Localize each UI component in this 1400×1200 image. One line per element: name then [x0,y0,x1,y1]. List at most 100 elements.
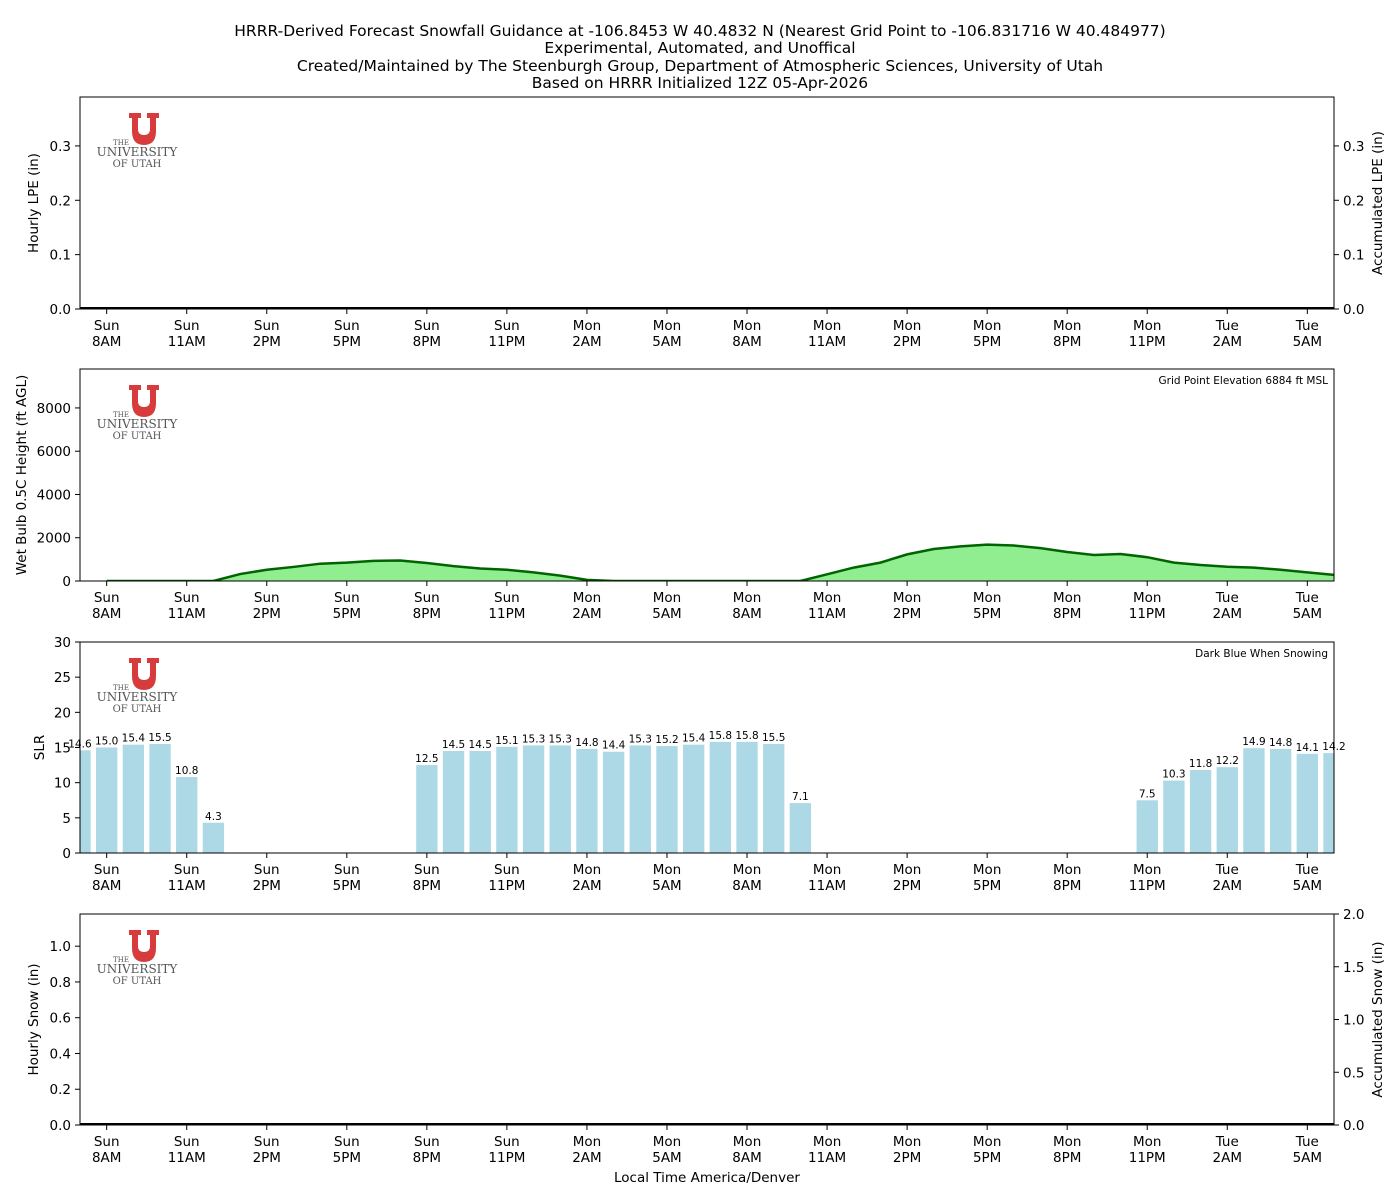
x-tick-label-time: 5PM [973,1150,1001,1166]
slr-bar [122,744,145,853]
axes-frame [79,96,1335,310]
slr-bar-label: 14.9 [1242,736,1265,748]
x-tick-label-day: Tue [1295,862,1319,878]
slr-bar [80,750,91,853]
x-tick-label-day: Mon [973,318,1001,334]
x-tick-label-day: Sun [254,1134,280,1150]
wetbulb-line [106,543,1334,581]
y-tick-label: 15 [54,741,71,757]
axes-frame [79,368,1335,582]
x-tick-label-day: Mon [1053,1134,1081,1150]
x-tick-label-day: Sun [94,862,120,878]
slr-bar-label: 15.8 [735,730,758,742]
slr-bar [1136,800,1158,853]
x-tick-label-day: Mon [1053,862,1081,878]
x-tick-label-time: 5PM [973,878,1001,894]
x-tick-label-time: 11AM [168,606,206,622]
x-tick-label-day: Sun [174,1134,200,1150]
x-tick-label-time: 2AM [1213,878,1242,894]
title-line-1: HRRR-Derived Forecast Snowfall Guidance … [234,22,1165,40]
x-tick-label-day: Mon [1133,1134,1161,1150]
x-tick-label-time: 11PM [1129,606,1166,622]
y-tick-label: 5 [62,811,71,827]
x-tick-label-day: Mon [653,1134,681,1150]
utah-u-icon [129,658,159,690]
slr-bar-label: 15.8 [709,730,732,742]
x-tick-label-time: 2PM [253,878,281,894]
x-tick-label-time: 8AM [732,334,761,350]
x-tick-label-time: 8AM [732,1150,761,1166]
figure-title: HRRR-Derived Forecast Snowfall Guidance … [234,22,1165,92]
y-tick-label: 25 [54,670,71,686]
x-tick-label-time: 8AM [732,606,761,622]
x-tick-label-time: 8PM [413,334,441,350]
x-tick-label-day: Sun [94,318,120,334]
x-tick-label-day: Mon [733,862,761,878]
x-tick-label-day: Sun [254,862,280,878]
slr-bar [1216,767,1238,853]
x-tick-label-day: Tue [1295,1134,1319,1150]
slr-bar [176,777,198,853]
x-tick-label-time: 2AM [1213,606,1242,622]
y-right-tick-label: 0.1 [1343,248,1364,264]
slr-bar [1163,780,1185,853]
logo-text-university: UNIVERSITY [97,145,179,159]
y-right-tick-label: 1.0 [1343,1013,1364,1029]
y-tick-label: 0 [62,846,71,862]
x-tick-label-day: Tue [1215,590,1239,606]
slr-bar [549,745,571,853]
slr-bar-label: 14.1 [1296,742,1319,754]
x-tick-label-day: Sun [494,862,520,878]
x-tick-label-day: Sun [334,318,360,334]
x-tick-label-day: Mon [573,1134,601,1150]
slr-bar [1269,748,1292,853]
y-right-tick-label: 2.0 [1343,907,1364,923]
x-tick-label-time: 5AM [652,334,681,350]
panel-slr: 14.6 15.0 15.4 15.510.84.312.514.5 14.5 15.1 1… [32,635,1346,894]
x-tick-label-time: 5AM [1293,878,1322,894]
x-tick-label-time: 11PM [488,334,525,350]
logo-text-university: UNIVERSITY [97,417,179,431]
x-tick-label-time: 2AM [572,1150,601,1166]
slr-bar-label: 7.5 [1139,788,1156,800]
x-tick-label-time: 11AM [808,1150,846,1166]
x-tick-label-time: 5PM [333,878,361,894]
x-tick-label-time: 8AM [92,606,121,622]
x-tick-label-time: 8AM [92,878,121,894]
y-right-tick-label: 0.0 [1343,1118,1364,1134]
x-tick-label-time: 11AM [168,878,206,894]
y-right-tick-label: 1.5 [1343,960,1364,976]
y-right-tick-label: 0.3 [1343,139,1364,155]
x-tick-label-day: Mon [893,862,921,878]
x-tick-label-day: Mon [973,590,1001,606]
x-tick-label-day: Mon [653,862,681,878]
x-tick-label-time: 11AM [168,1150,206,1166]
slr-bar [682,744,705,853]
slr-bar-label: 15.3 [629,733,652,745]
y-right-tick-label: 0.5 [1343,1065,1364,1081]
x-tick-label-day: Mon [573,862,601,878]
x-tick-label-time: 5PM [333,606,361,622]
slr-bar-label: 14.4 [602,740,626,752]
x-tick-label-day: Sun [494,590,520,606]
slr-bar-label: 4.3 [205,811,222,823]
x-tick-label-day: Sun [174,318,200,334]
x-tick-label-day: Mon [973,862,1001,878]
utah-u-icon [129,113,159,145]
y-tick-label: 0.2 [50,193,71,209]
x-tick-label-day: Mon [733,590,761,606]
x-tick-label-time: 8PM [413,1150,441,1166]
x-tick-label-time: 11PM [1129,878,1166,894]
slr-bar-label: 12.5 [415,753,438,765]
y-tick-label: 0.4 [50,1046,71,1062]
x-tick-label-day: Mon [893,1134,921,1150]
x-tick-label-day: Tue [1215,318,1239,334]
x-tick-label-time: 5AM [652,606,681,622]
slr-bar [522,745,545,853]
panel-annotation: Dark Blue When Snowing [1195,648,1328,660]
x-tick-label-time: 11AM [808,606,846,622]
x-tick-label-time: 2PM [253,1150,281,1166]
x-tick-label-day: Sun [94,1134,120,1150]
x-tick-label-day: Tue [1295,590,1319,606]
